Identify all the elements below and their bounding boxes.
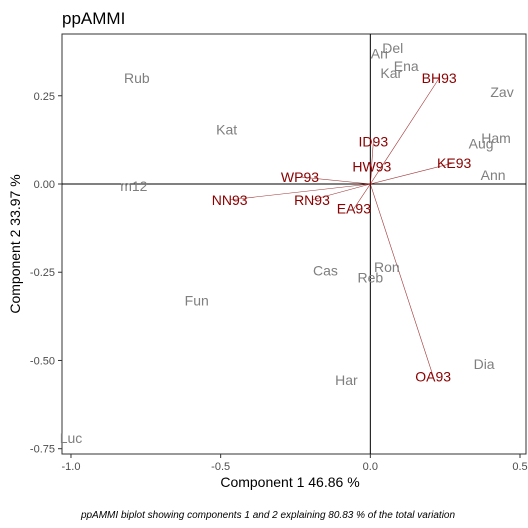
genotype-label: Ron: [374, 259, 400, 275]
x-tick-label: 0.5: [512, 461, 527, 473]
genotype-label: Luc: [60, 430, 83, 446]
y-tick-label: -0.25: [30, 267, 55, 279]
environment-labels: BH93 KE93 ID93 HW93 WP93 NN93 RN93 EA93 OA93: [212, 70, 472, 384]
environment-label: ID93: [359, 134, 389, 150]
x-axis-title: Component 1 46.86 %: [220, 474, 359, 490]
genotype-label: Del: [382, 40, 403, 56]
genotype-label: Ann: [481, 167, 506, 183]
genotype-label: Zav: [490, 84, 513, 100]
environment-vector: [353, 183, 371, 209]
genotype-label: Reb: [357, 270, 383, 286]
genotype-label: Aug: [469, 135, 494, 151]
environment-vector: [229, 183, 371, 201]
environment-label: RN93: [294, 192, 330, 208]
environment-label: KE93: [437, 155, 471, 171]
environment-label: BH93: [422, 70, 457, 86]
environment-vector: [370, 166, 373, 185]
genotype-label: Cas: [313, 262, 338, 278]
genotype-label: m12: [120, 178, 147, 194]
environment-label: EA93: [337, 201, 371, 217]
y-tick-label: -0.50: [30, 355, 55, 367]
x-tick-label: -0.5: [211, 461, 230, 473]
genotype-label: Ari: [371, 45, 388, 61]
y-tick-label: 0.25: [34, 91, 55, 103]
y-tick-label: 0.00: [34, 179, 55, 191]
environment-vector: [370, 183, 434, 377]
genotype-label: Ena: [394, 58, 419, 74]
genotype-label: Kat: [216, 121, 237, 137]
genotype-label: Dia: [474, 356, 495, 372]
y-axis-title: Component 2 33.97 %: [7, 174, 23, 313]
y-tick-label: -0.75: [30, 444, 55, 456]
environment-vector: [370, 162, 455, 185]
environment-label: WP93: [281, 169, 319, 185]
environment-vector: [299, 176, 371, 185]
environment-label: HW93: [352, 158, 391, 174]
genotype-label: Har: [335, 372, 358, 388]
environment-label: OA93: [415, 368, 451, 384]
environment-label: NN93: [212, 192, 248, 208]
genotype-label: Kar: [380, 65, 402, 81]
x-axis-ticks: -1.0 -0.5 0.0 0.5: [61, 454, 528, 473]
genotype-label: Ham: [481, 130, 511, 146]
x-tick-label: 0.0: [363, 461, 378, 473]
genotype-label: Fun: [185, 292, 209, 308]
chart-title: ppAMMI: [62, 9, 125, 28]
genotype-label: Rub: [124, 70, 150, 86]
environment-vector: [370, 77, 440, 185]
y-axis-ticks: -0.75 -0.50 -0.25 0.00 0.25: [30, 91, 62, 456]
chart-caption: ppAMMI biplot showing components 1 and 2…: [80, 510, 456, 521]
environment-vectors: [229, 77, 455, 377]
plot-panel: [61, 33, 527, 455]
x-tick-label: -1.0: [61, 461, 80, 473]
environment-vector: [311, 183, 371, 201]
